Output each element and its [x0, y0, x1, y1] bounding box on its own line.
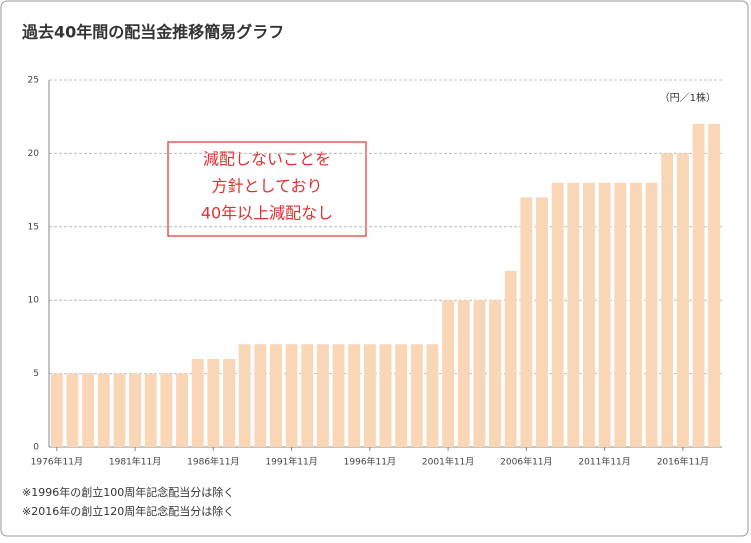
y-tick-label: 20 [28, 149, 40, 159]
bar [176, 373, 188, 447]
bar [520, 197, 533, 447]
bar [207, 358, 220, 447]
bar [645, 182, 658, 447]
y-tick-label: 15 [28, 222, 39, 232]
annotation: 40年以上減配なし [201, 204, 333, 223]
x-tick-label: 2016年11月 [657, 456, 709, 468]
bar [489, 300, 502, 447]
bar [129, 373, 142, 447]
x-tick-label: 1986年11月 [187, 456, 239, 468]
x-tick-label: 1991年11月 [265, 456, 317, 468]
bar [223, 358, 235, 447]
bar [426, 344, 439, 447]
bar [629, 182, 642, 447]
bar [113, 373, 126, 447]
y-tick-label: 5 [33, 369, 39, 379]
bar [551, 182, 564, 447]
bar [144, 373, 157, 447]
footnote: ※1996年の創立100周年記念配当分は除く [22, 485, 234, 499]
bar [50, 373, 63, 447]
bar [598, 182, 611, 447]
bar [363, 344, 376, 447]
unit-label: （円／1株） [660, 91, 716, 104]
bar [583, 182, 595, 447]
bar [301, 344, 314, 447]
bar [504, 270, 517, 447]
x-tick-label: 1976年11月 [31, 456, 83, 468]
annotation-box [167, 141, 367, 237]
bar [238, 344, 251, 447]
bar [473, 300, 486, 447]
bar [692, 124, 705, 447]
bar [708, 124, 721, 447]
x-tick-label: 2006年11月 [500, 456, 552, 468]
y-tick-label: 25 [28, 76, 39, 86]
x-tick-label: 2001年11月 [422, 456, 474, 468]
bar [269, 344, 282, 447]
bar [661, 153, 674, 447]
y-tick-label: 10 [28, 296, 40, 306]
annotation: 減配しないことを [203, 150, 331, 169]
bar [254, 344, 267, 447]
y-tick-label: 0 [33, 443, 39, 453]
annotation: 方針としており [211, 177, 322, 196]
bar [97, 373, 110, 447]
bar [160, 373, 173, 447]
bar [442, 300, 455, 447]
x-tick-label: 1981年11月 [109, 456, 161, 468]
bar [66, 373, 79, 447]
x-tick-label: 2011年11月 [578, 456, 630, 468]
bar [567, 182, 580, 447]
bar [348, 344, 361, 447]
chart-title: 過去40年間の配当金推移簡易グラフ [21, 23, 284, 42]
bar [395, 344, 408, 447]
bar [410, 344, 423, 447]
footnote: ※2016年の創立120周年記念配当分は除く [22, 504, 234, 518]
bar [536, 197, 548, 447]
bar [614, 182, 627, 447]
bar [457, 300, 470, 447]
bar [316, 344, 329, 447]
x-tick-label: 1996年11月 [344, 456, 396, 468]
bar [379, 344, 392, 447]
bar [332, 344, 345, 447]
bar [285, 344, 298, 447]
bar [676, 153, 689, 447]
bar [82, 373, 95, 447]
bar [191, 358, 204, 447]
